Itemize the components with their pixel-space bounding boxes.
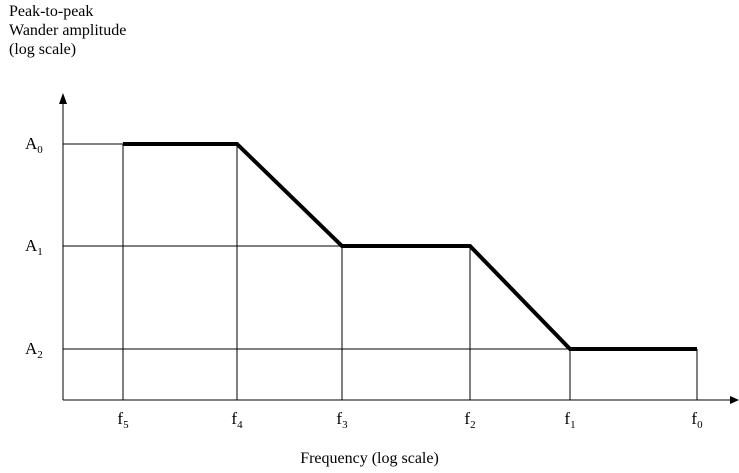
x-axis-label: Frequency (log scale) bbox=[300, 450, 439, 467]
series-line bbox=[123, 142, 697, 351]
y-tick-label-A1: A1 bbox=[25, 236, 43, 258]
y-axis-label-line-1: Peak-to-peak bbox=[9, 3, 94, 20]
x-tick-label-f4: f4 bbox=[231, 409, 243, 431]
y-axis-label-line-2: Wander amplitude bbox=[9, 22, 127, 39]
y-tick-label-A2: A2 bbox=[25, 339, 43, 361]
x-tick-label-f0: f0 bbox=[691, 409, 703, 431]
x-tick-label-f3: f3 bbox=[336, 409, 348, 431]
grid-lines bbox=[63, 143, 698, 400]
tick-labels: f5 f4 f3 f2 f1 f0 A0 A1 A2 bbox=[25, 134, 703, 431]
x-tick-label-f5: f5 bbox=[117, 409, 129, 431]
x-axis-arrow bbox=[730, 396, 739, 404]
x-tick-label-f2: f2 bbox=[464, 409, 475, 431]
y-axis-label-line-3: (log scale) bbox=[9, 41, 77, 58]
y-axis-arrow bbox=[59, 93, 67, 104]
series-layer bbox=[122, 142, 698, 351]
axes bbox=[59, 93, 739, 404]
x-tick-label-f1: f1 bbox=[564, 409, 575, 431]
y-tick-label-A0: A0 bbox=[25, 134, 43, 156]
